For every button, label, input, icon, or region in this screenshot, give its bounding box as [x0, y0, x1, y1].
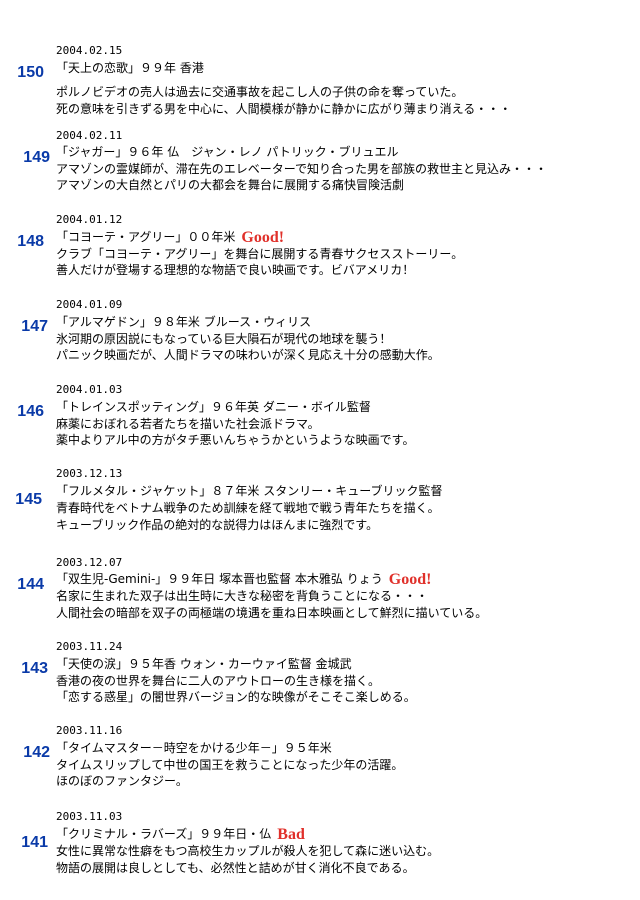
movie-title: 「ジャガー」９６年 仏 ジャン・レノ パトリック・ブリュエル [56, 145, 399, 159]
entry-date: 2004.01.03 [56, 383, 123, 396]
entry-number: 141 [21, 834, 48, 851]
entry-date: 2004.02.15 [56, 44, 123, 57]
movie-title: 「双生児-Gemini-」９９年日 塚本晋也監督 本木雅弘 りょう [56, 572, 383, 586]
entry-title-line: 「クリミナル・ラバーズ」９９年日・仏 Bad [56, 826, 305, 843]
synopsis-line: 「恋する惑星」の闇世界バージョン的な映像がそこそこ楽しめる。 [56, 690, 416, 704]
entry-date: 2004.02.11 [56, 129, 123, 142]
synopsis-line: パニック映画だが、人間ドラマの味わいが深く見応え十分の感動大作。 [56, 348, 440, 362]
entry-number: 146 [17, 403, 44, 420]
entry-number: 147 [21, 318, 48, 335]
synopsis-line: 死の意味を引きずる男を中心に、人間模様が静かに静かに広がり薄まり消える・・・ [56, 102, 512, 116]
movie-title: 「フルメタル・ジャケット」８７年米 スタンリー・キューブリック監督 [56, 484, 443, 498]
entry-number: 144 [17, 576, 44, 593]
movie-title: 「天上の恋歌」９９年 香港 [56, 61, 204, 75]
entry-number: 143 [21, 660, 48, 677]
entry-date: 2003.11.24 [56, 640, 123, 653]
movie-title: 「アルマゲドン」９８年米 ブルース・ウィリス [56, 315, 312, 329]
synopsis-line: キューブリック作品の絶対的な説得力はほんまに強烈です。 [56, 518, 379, 532]
movie-title: 「コヨーテ・アグリー」００年米 [56, 230, 236, 244]
entry-number: 142 [23, 744, 50, 761]
entry-title-line: 「フルメタル・ジャケット」８７年米 スタンリー・キューブリック監督 [56, 483, 443, 499]
movie-title: 「クリミナル・ラバーズ」９９年日・仏 [56, 827, 272, 841]
entry-date: 2003.11.03 [56, 810, 123, 823]
synopsis-line: ポルノビデオの売人は過去に交通事故を起こし人の子供の命を奪っていた。 [56, 85, 464, 99]
entry-number: 145 [15, 491, 42, 508]
entry-date: 2004.01.09 [56, 298, 123, 311]
synopsis-line: 麻薬におぼれる若者たちを描いた社会派ドラマ。 [56, 417, 320, 431]
synopsis-line: 善人だけが登場する理想的な物語で良い映画です。ビバアメリカ！ [56, 263, 415, 277]
entry-date: 2003.11.16 [56, 724, 123, 737]
entry-title-line: 「トレインスポッティング」９６年英 ダニー・ボイル監督 [56, 399, 371, 415]
synopsis-line: 人間社会の暗部を双子の両極端の境遇を重ね日本映画として鮮烈に描いている。 [56, 606, 488, 620]
movie-title: 「トレインスポッティング」９６年英 ダニー・ボイル監督 [56, 400, 371, 414]
synopsis-line: 女性に異常な性癖をもつ高校生カップルが殺人を犯して森に迷い込む。 [56, 844, 440, 858]
rating-badge: Good! [388, 571, 432, 588]
entry-number: 150 [17, 64, 44, 81]
entry-title-line: 「コヨーテ・アグリー」００年米 Good! [56, 229, 284, 246]
synopsis-line: ほのぼのファンタジー。 [56, 774, 188, 788]
movie-title: 「タイムマスター－時空をかける少年－」９５年米 [56, 741, 332, 755]
synopsis-line: 香港の夜の世界を舞台に二人のアウトローの生き様を描く。 [56, 674, 381, 688]
synopsis-line: 氷河期の原因説にもなっている巨大隕石が現代の地球を襲う！ [56, 332, 392, 346]
entry-date: 2003.12.07 [56, 556, 123, 569]
entry-title-line: 「アルマゲドン」９８年米 ブルース・ウィリス [56, 314, 311, 330]
synopsis-line: 薬中よりアル中の方がタチ悪いんちゃうかというような映画です。 [56, 433, 415, 447]
synopsis-line: 物語の展開は良しとしても、必然性と詰めが甘く消化不良である。 [56, 861, 415, 875]
entry-title-line: 「ジャガー」９６年 仏 ジャン・レノ パトリック・ブリュエル [56, 144, 399, 160]
entry-title-line: 「天上の恋歌」９９年 香港 [56, 60, 204, 76]
entry-title-line: 「双生児-Gemini-」９９年日 塚本晋也監督 本木雅弘 りょう Good! [56, 571, 431, 588]
rating-badge: Good! [241, 229, 285, 246]
entry-title-line: 「タイムマスター－時空をかける少年－」９５年米 [56, 740, 332, 756]
entry-number: 149 [23, 149, 50, 166]
synopsis-line: タイムスリップして中世の国王を救うことになった少年の活躍。 [56, 758, 404, 772]
synopsis-line: 名家に生まれた双子は出生時に大きな秘密を背負うことになる・・・ [56, 589, 429, 603]
synopsis-line: アマゾンの大自然とパリの大都会を舞台に展開する痛快冒険活劇 [56, 178, 405, 192]
synopsis-line: アマゾンの霊媒師が、滞在先のエレベーターで知り合った男を部族の救世主と見込み・・… [56, 162, 548, 176]
entry-title-line: 「天使の涙」９５年香 ウォン・カーウァイ監督 金城武 [56, 656, 352, 672]
movie-title: 「天使の涙」９５年香 ウォン・カーウァイ監督 金城武 [56, 657, 352, 671]
synopsis-line: クラブ「コヨーテ・アグリー」を舞台に展開する青春サクセスストーリー。 [56, 247, 464, 261]
entry-date: 2004.01.12 [56, 213, 123, 226]
synopsis-line: 青春時代をベトナム戦争のため訓練を経て戦地で戦う青年たちを描く。 [56, 501, 440, 515]
entry-date: 2003.12.13 [56, 467, 123, 480]
rating-badge: Bad [277, 826, 305, 843]
entry-number: 148 [17, 233, 44, 250]
